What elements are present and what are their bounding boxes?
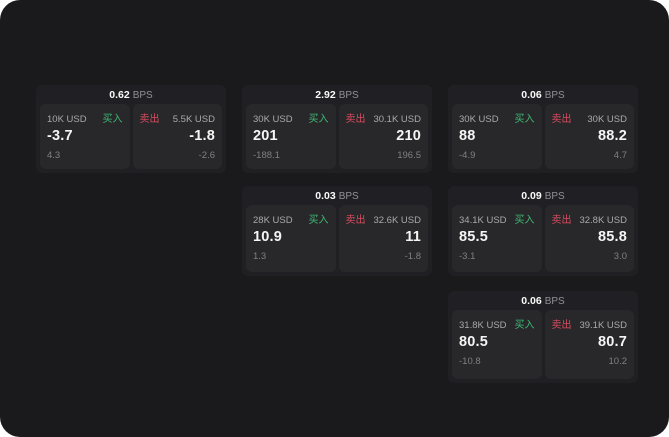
buy-tile[interactable]: 30K USD 买入 88 -4.9 xyxy=(452,104,542,169)
spread-header: 0.06 BPS xyxy=(448,85,638,104)
buy-tile[interactable]: 10K USD 买入 -3.7 4.3 xyxy=(40,104,130,169)
buy-change: -4.9 xyxy=(459,150,476,161)
sell-change: -1.8 xyxy=(404,251,421,262)
sell-size: 32.8K USD xyxy=(579,215,627,226)
buy-label: 买入 xyxy=(308,114,329,125)
buy-change: -10.8 xyxy=(459,356,481,367)
quote-card: 0.62 BPS 10K USD 买入 -3.7 4.3 卖出 5.5K USD… xyxy=(36,85,226,173)
sell-change: 3.0 xyxy=(613,251,627,262)
buy-tile[interactable]: 34.1K USD 买入 85.5 -3.1 xyxy=(452,205,542,272)
sell-tile[interactable]: 卖出 39.1K USD 80.7 10.2 xyxy=(544,310,634,379)
quote-card: 0.09 BPS 34.1K USD 买入 85.5 -3.1 卖出 32.8K… xyxy=(448,186,638,276)
sell-price: 85.8 xyxy=(597,229,627,245)
buy-size: 34.1K USD xyxy=(459,215,507,226)
sell-label: 卖出 xyxy=(345,215,366,226)
sell-size: 5.5K USD xyxy=(172,114,215,125)
spread-header: 0.06 BPS xyxy=(448,291,638,310)
quote-card: 0.06 BPS 30K USD 买入 88 -4.9 卖出 30K USD 8… xyxy=(448,85,638,173)
buy-price: 85.5 xyxy=(459,229,489,245)
spread-value: 0.06 xyxy=(521,89,542,101)
buy-tile[interactable]: 30K USD 买入 201 -188.1 xyxy=(246,104,336,169)
sell-label: 卖出 xyxy=(345,114,366,125)
spread-value: 0.62 xyxy=(109,89,130,101)
buy-size: 30K USD xyxy=(253,114,293,125)
sell-change: 10.2 xyxy=(608,356,628,367)
spread-unit: BPS xyxy=(544,296,565,307)
spread-header: 0.62 BPS xyxy=(36,85,226,104)
buy-price: 201 xyxy=(253,128,278,144)
buy-price: -3.7 xyxy=(47,128,73,144)
sell-tile[interactable]: 卖出 32.6K USD 11 -1.8 xyxy=(338,205,428,272)
spread-unit: BPS xyxy=(338,90,359,101)
spread-unit: BPS xyxy=(132,90,153,101)
sell-tile[interactable]: 卖出 30K USD 88.2 4.7 xyxy=(544,104,634,169)
spread-value: 0.06 xyxy=(521,295,542,307)
sell-price: 11 xyxy=(405,229,421,245)
buy-size: 28K USD xyxy=(253,215,293,226)
quote-card: 0.03 BPS 28K USD 买入 10.9 1.3 卖出 32.6K US… xyxy=(242,186,432,276)
buy-label: 买入 xyxy=(308,215,329,226)
quote-tiles: 34.1K USD 买入 85.5 -3.1 卖出 32.8K USD 85.8… xyxy=(452,205,634,272)
buy-label: 买入 xyxy=(514,320,535,331)
buy-tile[interactable]: 28K USD 买入 10.9 1.3 xyxy=(246,205,336,272)
buy-size: 31.8K USD xyxy=(459,320,507,331)
sell-change: 196.5 xyxy=(397,150,421,161)
sell-label: 卖出 xyxy=(139,114,160,125)
spread-header: 0.09 BPS xyxy=(448,186,638,205)
sell-size: 39.1K USD xyxy=(579,320,627,331)
spread-unit: BPS xyxy=(544,191,565,202)
buy-change: -3.1 xyxy=(459,251,476,262)
sell-price: 88.2 xyxy=(597,128,627,144)
buy-price: 10.9 xyxy=(253,229,283,245)
sell-size: 30.1K USD xyxy=(373,114,421,125)
sell-label: 卖出 xyxy=(551,320,572,331)
sell-price: -1.8 xyxy=(189,128,215,144)
spread-value: 0.03 xyxy=(315,190,336,202)
quote-tiles: 31.8K USD 买入 80.5 -10.8 卖出 39.1K USD 80.… xyxy=(452,310,634,379)
sell-label: 卖出 xyxy=(551,215,572,226)
spread-value: 0.09 xyxy=(521,190,542,202)
quote-card: 2.92 BPS 30K USD 买入 201 -188.1 卖出 30.1K … xyxy=(242,85,432,173)
sell-tile[interactable]: 卖出 32.8K USD 85.8 3.0 xyxy=(544,205,634,272)
spread-header: 2.92 BPS xyxy=(242,85,432,104)
sell-price: 80.7 xyxy=(597,334,627,350)
spread-value: 2.92 xyxy=(315,89,336,101)
buy-change: 1.3 xyxy=(253,251,267,262)
buy-label: 买入 xyxy=(514,215,535,226)
buy-price: 88 xyxy=(459,128,476,144)
buy-label: 买入 xyxy=(514,114,535,125)
sell-tile[interactable]: 卖出 30.1K USD 210 196.5 xyxy=(338,104,428,169)
buy-change: -188.1 xyxy=(253,150,280,161)
spread-header: 0.03 BPS xyxy=(242,186,432,205)
sell-size: 32.6K USD xyxy=(373,215,421,226)
buy-size: 30K USD xyxy=(459,114,499,125)
buy-change: 4.3 xyxy=(47,150,61,161)
buy-tile[interactable]: 31.8K USD 买入 80.5 -10.8 xyxy=(452,310,542,379)
sell-label: 卖出 xyxy=(551,114,572,125)
quote-card: 0.06 BPS 31.8K USD 买入 80.5 -10.8 卖出 39.1… xyxy=(448,291,638,383)
sell-price: 210 xyxy=(396,128,421,144)
quote-tiles: 30K USD 买入 88 -4.9 卖出 30K USD 88.2 4.7 xyxy=(452,104,634,169)
buy-price: 80.5 xyxy=(459,334,489,350)
sell-tile[interactable]: 卖出 5.5K USD -1.8 -2.6 xyxy=(132,104,222,169)
quote-tiles: 28K USD 买入 10.9 1.3 卖出 32.6K USD 11 -1.8 xyxy=(246,205,428,272)
buy-label: 买入 xyxy=(102,114,123,125)
quote-tiles: 10K USD 买入 -3.7 4.3 卖出 5.5K USD -1.8 -2.… xyxy=(40,104,222,169)
sell-size: 30K USD xyxy=(587,114,627,125)
sell-change: 4.7 xyxy=(613,150,627,161)
spread-unit: BPS xyxy=(338,191,359,202)
quote-tiles: 30K USD 买入 201 -188.1 卖出 30.1K USD 210 1… xyxy=(246,104,428,169)
spread-unit: BPS xyxy=(544,90,565,101)
buy-size: 10K USD xyxy=(47,114,87,125)
sell-change: -2.6 xyxy=(198,150,215,161)
